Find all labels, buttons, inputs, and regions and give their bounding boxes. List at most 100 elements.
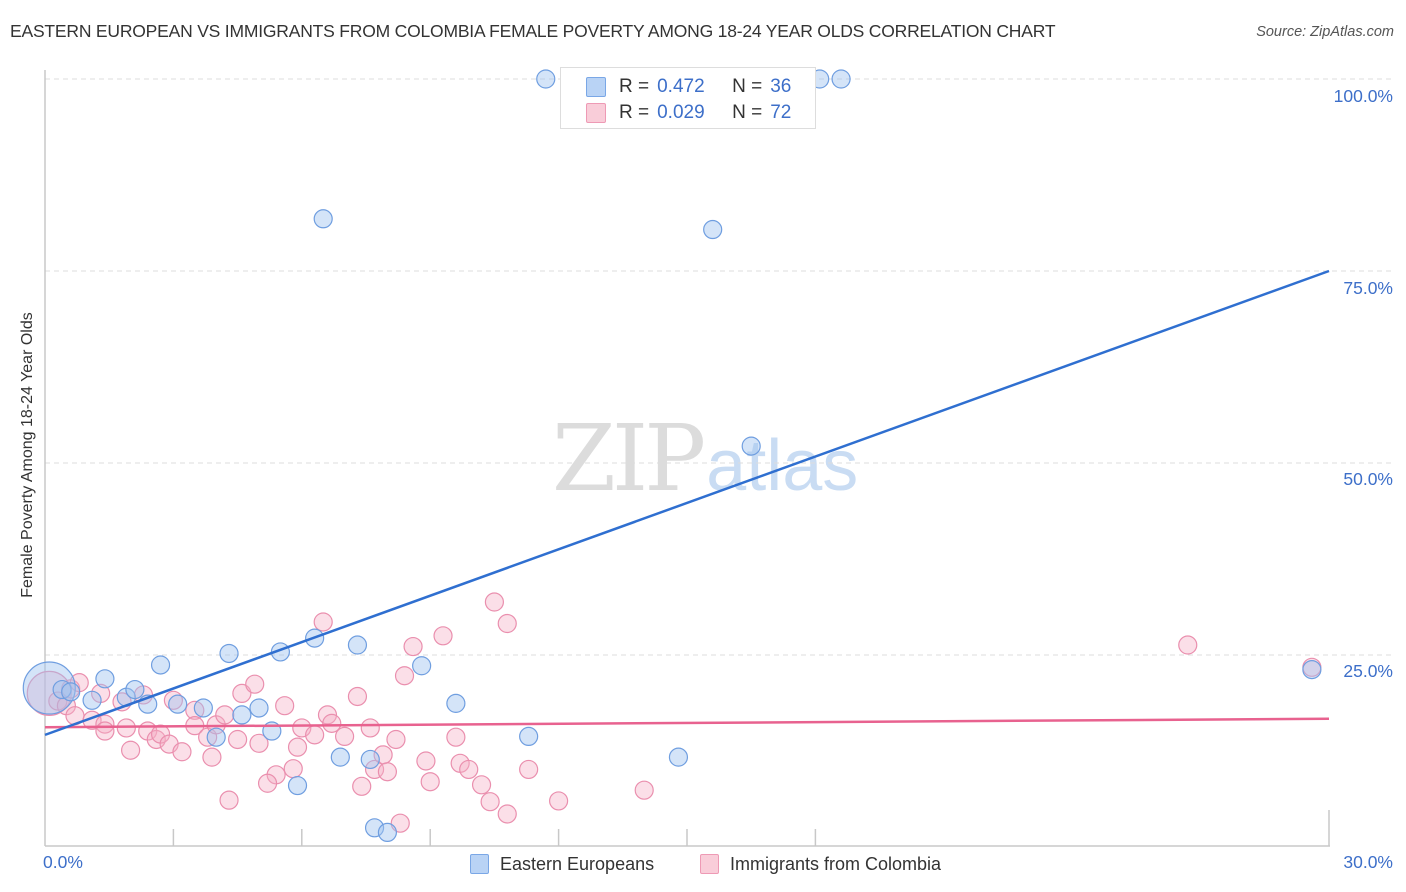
data-point [497,613,517,634]
correlation-stats-box: R = 0.472 N = 36 R = 0.029 N = 72 [560,67,816,129]
data-point [275,696,295,716]
r-label: R = [619,102,650,123]
data-point [360,718,380,738]
r-value: 0.472 [657,76,705,97]
data-point [150,655,171,675]
axes [44,70,1330,847]
n-value: 36 [770,76,792,97]
data-point [249,698,269,718]
data-point [283,759,303,779]
gridlines [45,78,1394,656]
n-label: N = [732,102,763,123]
data-point [206,727,226,747]
data-point [287,775,308,796]
data-point [232,705,252,725]
data-point [403,636,423,657]
data-point [125,679,145,700]
data-point [82,690,102,710]
data-point [352,776,372,796]
data-point [1178,635,1198,655]
data-point [172,742,192,762]
trend-line-eastern-europeans [44,269,1330,737]
data-point [22,661,76,715]
legend-item-eastern-europeans[interactable]: Eastern Europeans [470,851,654,877]
data-point [446,693,466,713]
data-point [484,592,504,612]
trend-line-immigrants-from-colombia [44,717,1330,729]
data-point [668,747,689,767]
data-point [121,740,141,760]
data-point [1302,659,1322,680]
trend-lines [44,269,1330,737]
x-tick-0: 0.0% [43,852,83,872]
data-point [219,790,239,810]
data-point [116,718,136,738]
data-point [335,726,355,747]
y-tick-100: 100.0% [1333,86,1393,106]
data-point [330,747,350,767]
data-point [471,775,492,795]
data-point [95,669,115,689]
n-label: N = [732,76,763,97]
legend-label: Immigrants from Colombia [730,853,942,874]
data-point [313,612,333,632]
data-point [519,726,539,747]
data-point [446,727,466,747]
data-point [95,714,115,734]
r-value: 0.029 [657,102,705,123]
data-point [459,759,479,780]
data-point [416,751,436,771]
data-point [95,721,115,741]
data-point [741,436,761,456]
y-tick-50: 50.0% [1343,469,1393,489]
data-point [347,635,368,655]
data-point [386,729,406,750]
data-point [202,747,222,767]
data-point [480,792,500,812]
data-point [634,780,654,800]
data-point [245,674,265,694]
data-point [215,705,235,725]
data-point [249,733,269,753]
data-point [548,791,569,811]
data-point [219,643,239,664]
data-point [26,670,72,717]
legend-label: Eastern Europeans [500,853,655,874]
data-point [703,219,723,240]
data-point [193,698,213,718]
data-point [360,749,380,770]
series-eastern-europeans-points [22,69,1322,843]
source-credit: Source: ZipAtlas.com [1256,24,1394,40]
data-point [831,69,851,89]
data-point [433,626,453,646]
data-point [377,822,397,843]
data-point [536,69,556,89]
data-point [287,737,308,757]
chart-title: EASTERN EUROPEAN VS IMMIGRANTS FROM COLO… [10,21,1056,41]
data-point [364,818,385,838]
y-tick-75: 75.0% [1343,278,1393,298]
legend-item-immigrants-from-colombia[interactable]: Immigrants from Colombia [700,851,941,877]
pink-swatch-icon [700,854,719,874]
data-point [519,759,539,780]
data-point [377,762,397,782]
n-value: 72 [770,102,792,123]
stats-row-immigrants-from-colombia: R = 0.029 N = 72 [586,101,791,125]
data-point [347,686,368,707]
data-point [322,713,342,733]
data-point [61,682,81,702]
data-point [228,729,248,750]
y-tick-25: 25.0% [1343,661,1393,681]
stats-row-eastern-europeans: R = 0.472 N = 36 [586,75,791,99]
r-label: R = [619,76,650,97]
data-point [313,209,333,229]
data-point [257,773,278,793]
data-point [420,772,440,792]
data-point [497,804,517,824]
pink-swatch-icon [586,103,606,123]
data-point [168,694,188,714]
y-axis-label: Female Poverty Among 18-24 Year Olds [19,312,36,598]
data-point [394,666,415,686]
data-point [305,725,325,745]
